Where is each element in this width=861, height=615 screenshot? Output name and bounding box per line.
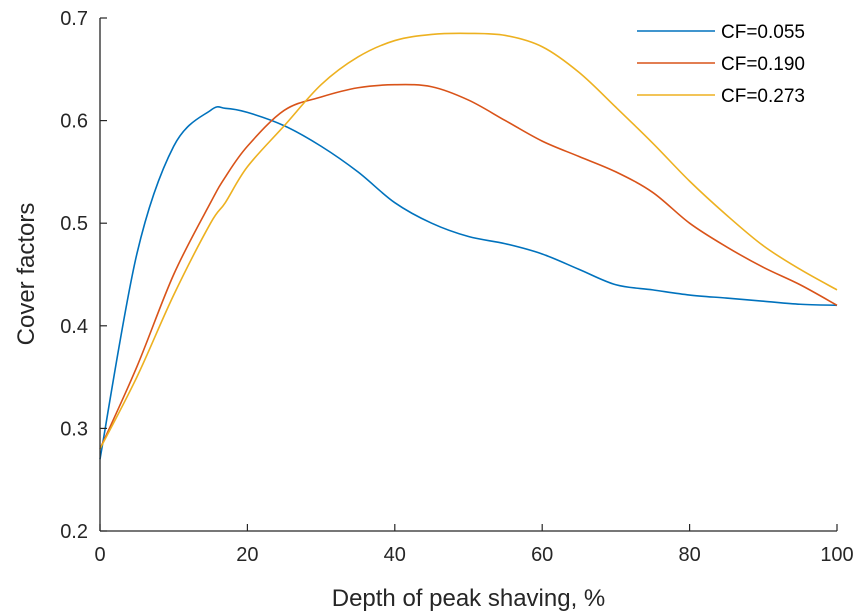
plot-area — [100, 18, 837, 531]
y-tick-label: 0.7 — [60, 8, 88, 30]
y-tick-label: 0.3 — [60, 418, 88, 440]
y-tick-label: 0.6 — [60, 111, 88, 133]
ticks-layer: 0 20 40 60 80 100 0.2 0.3 0.4 0.5 0.6 0.7 — [60, 8, 854, 566]
series-line-1 — [99, 106, 838, 460]
y-tick-label: 0.2 — [60, 521, 88, 543]
series-line-3 — [99, 32, 838, 450]
y-tick-label: 0.5 — [60, 213, 88, 235]
x-tick-label: 20 — [236, 544, 258, 566]
x-tick-label: 0 — [94, 544, 105, 566]
axes-layer — [99, 18, 837, 532]
legend: CF=0.055 CF=0.190 CF=0.273 — [637, 22, 805, 107]
x-tick-label: 40 — [384, 544, 406, 566]
y-tick-label: 0.4 — [60, 316, 88, 338]
x-tick-label: 100 — [820, 544, 853, 566]
legend-label-3: CF=0.273 — [721, 86, 805, 107]
x-tick-label: 80 — [678, 544, 700, 566]
y-axis-title: Cover factors — [13, 203, 40, 346]
series-line-2 — [99, 83, 838, 450]
legend-label-1: CF=0.055 — [721, 22, 805, 43]
x-axis-title: Depth of peak shaving, % — [332, 585, 606, 612]
x-tick-label: 60 — [531, 544, 553, 566]
legend-label-2: CF=0.190 — [721, 54, 805, 75]
plot-background — [100, 18, 837, 531]
series-layer — [99, 32, 838, 460]
